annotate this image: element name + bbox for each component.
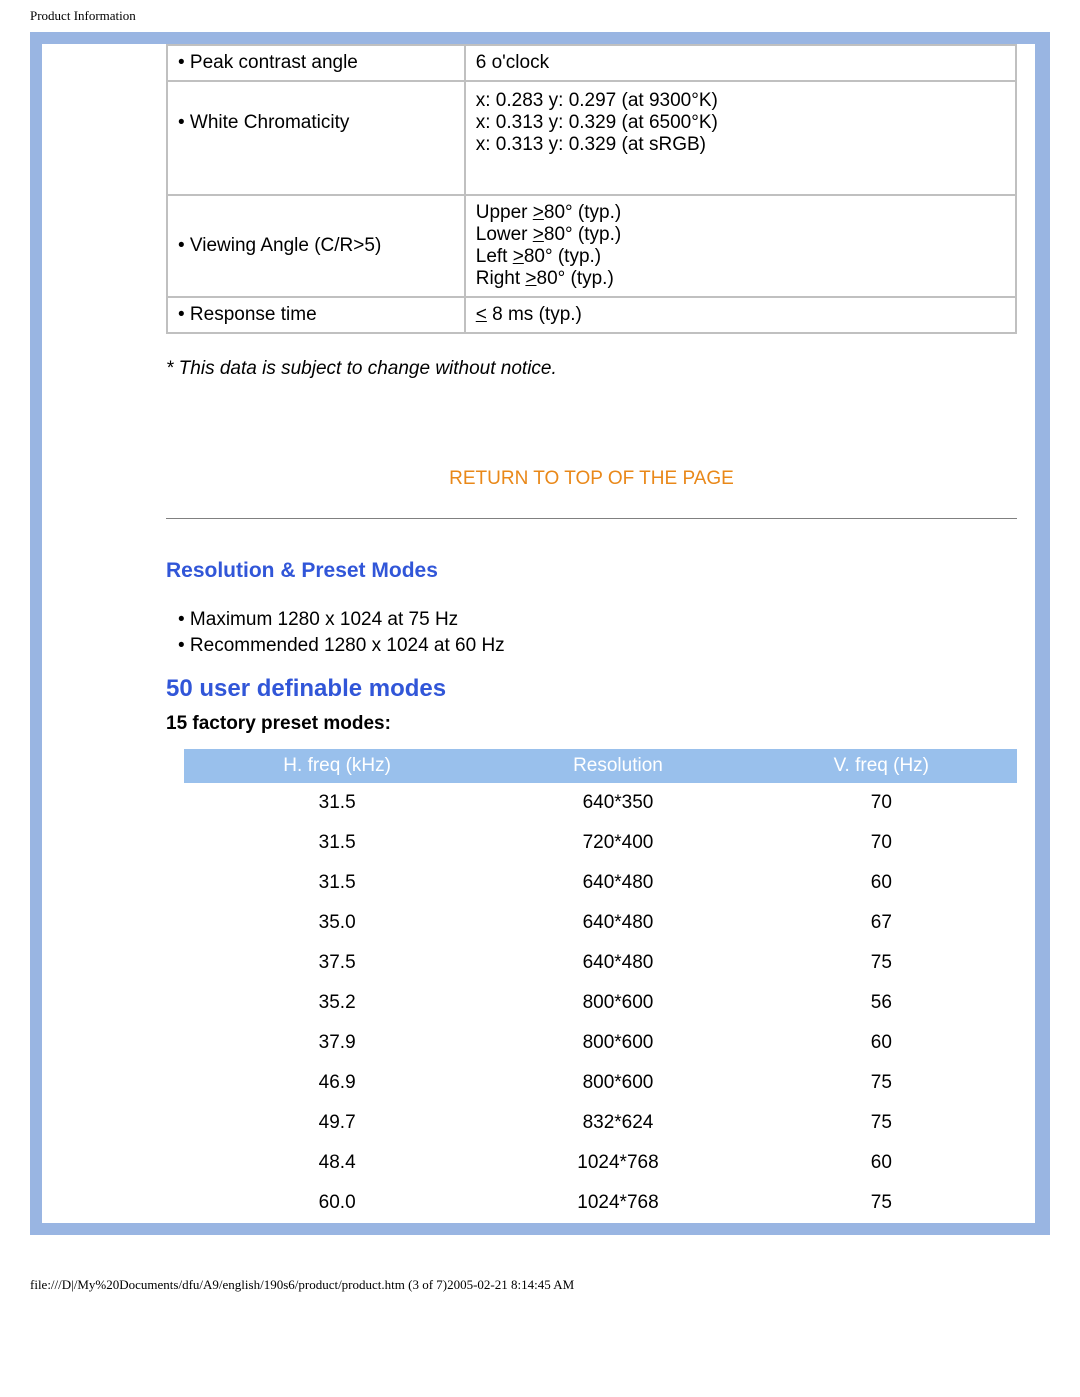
preset-cell: 75	[746, 1183, 1017, 1223]
preset-cell: 60	[746, 1023, 1017, 1063]
preset-column-header: V. freq (Hz)	[746, 749, 1017, 783]
footnote-text: * This data is subject to change without…	[166, 334, 1017, 390]
table-row: 35.2800*60056	[184, 983, 1017, 1023]
preset-cell: 46.9	[184, 1063, 490, 1103]
preset-cell: 60.0	[184, 1183, 490, 1223]
spec-value: 6 o'clock	[466, 46, 1015, 80]
spec-label: • Peak contrast angle	[168, 46, 464, 80]
table-row: 37.9800*60060	[184, 1023, 1017, 1063]
preset-table: H. freq (kHz)ResolutionV. freq (Hz) 31.5…	[184, 749, 1017, 1223]
preset-column-header: Resolution	[490, 749, 745, 783]
preset-cell: 75	[746, 943, 1017, 983]
preset-cell: 48.4	[184, 1143, 490, 1183]
resolution-bullets: • Maximum 1280 x 1024 at 75 Hz• Recommen…	[166, 607, 1017, 673]
preset-cell: 56	[746, 983, 1017, 1023]
preset-cell: 60	[746, 1143, 1017, 1183]
preset-cell: 1024*768	[490, 1143, 745, 1183]
preset-cell: 1024*768	[490, 1183, 745, 1223]
spec-label: • White Chromaticity	[168, 82, 464, 194]
content-sheet: • Peak contrast angle6 o'clock• White Ch…	[42, 44, 1038, 1223]
preset-cell: 75	[746, 1063, 1017, 1103]
preset-cell: 67	[746, 903, 1017, 943]
table-row: 31.5720*40070	[184, 823, 1017, 863]
preset-cell: 31.5	[184, 823, 490, 863]
table-row: 49.7832*62475	[184, 1103, 1017, 1143]
table-row: 35.0640*48067	[184, 903, 1017, 943]
preset-cell: 70	[746, 823, 1017, 863]
preset-cell: 37.9	[184, 1023, 490, 1063]
page-footer: file:///D|/My%20Documents/dfu/A9/english…	[0, 1235, 1080, 1307]
preset-cell: 640*480	[490, 903, 745, 943]
preset-cell: 640*480	[490, 863, 745, 903]
table-row: 46.9800*60075	[184, 1063, 1017, 1103]
page-header: Product Information	[0, 0, 1080, 32]
preset-cell: 800*600	[490, 983, 745, 1023]
factory-preset-header: 15 factory preset modes:	[166, 713, 1017, 749]
preset-cell: 75	[746, 1103, 1017, 1143]
table-row: 31.5640*35070	[184, 783, 1017, 823]
preset-cell: 832*624	[490, 1103, 745, 1143]
content-frame: • Peak contrast angle6 o'clock• White Ch…	[30, 32, 1050, 1235]
preset-cell: 720*400	[490, 823, 745, 863]
spec-label: • Response time	[168, 298, 464, 332]
preset-column-header: H. freq (kHz)	[184, 749, 490, 783]
spec-label: • Viewing Angle (C/R>5)	[168, 196, 464, 296]
preset-cell: 70	[746, 783, 1017, 823]
spec-value: x: 0.283 y: 0.297 (at 9300°K)x: 0.313 y:…	[466, 82, 1015, 194]
spec-value: Upper >80° (typ.)Lower >80° (typ.)Left >…	[466, 196, 1015, 296]
preset-cell: 800*600	[490, 1063, 745, 1103]
list-item: • Maximum 1280 x 1024 at 75 Hz	[178, 607, 1017, 633]
preset-cell: 800*600	[490, 1023, 745, 1063]
preset-cell: 60	[746, 863, 1017, 903]
preset-cell: 37.5	[184, 943, 490, 983]
user-definable-header: 50 user definable modes	[166, 673, 1017, 713]
preset-cell: 640*480	[490, 943, 745, 983]
divider	[166, 518, 1017, 519]
table-row: 37.5640*48075	[184, 943, 1017, 983]
return-to-top-wrap: RETURN TO TOP OF THE PAGE	[166, 390, 1017, 518]
table-row: 60.01024*76875	[184, 1183, 1017, 1223]
preset-cell: 49.7	[184, 1103, 490, 1143]
section-title: Resolution & Preset Modes	[166, 559, 1017, 607]
preset-cell: 31.5	[184, 783, 490, 823]
preset-cell: 35.0	[184, 903, 490, 943]
spec-value: < 8 ms (typ.)	[466, 298, 1015, 332]
table-row: 48.41024*76860	[184, 1143, 1017, 1183]
preset-cell: 31.5	[184, 863, 490, 903]
preset-cell: 640*350	[490, 783, 745, 823]
list-item: • Recommended 1280 x 1024 at 60 Hz	[178, 633, 1017, 659]
return-to-top-link[interactable]: RETURN TO TOP OF THE PAGE	[449, 468, 734, 489]
table-row: 31.5640*48060	[184, 863, 1017, 903]
spec-table: • Peak contrast angle6 o'clock• White Ch…	[166, 44, 1017, 334]
preset-cell: 35.2	[184, 983, 490, 1023]
